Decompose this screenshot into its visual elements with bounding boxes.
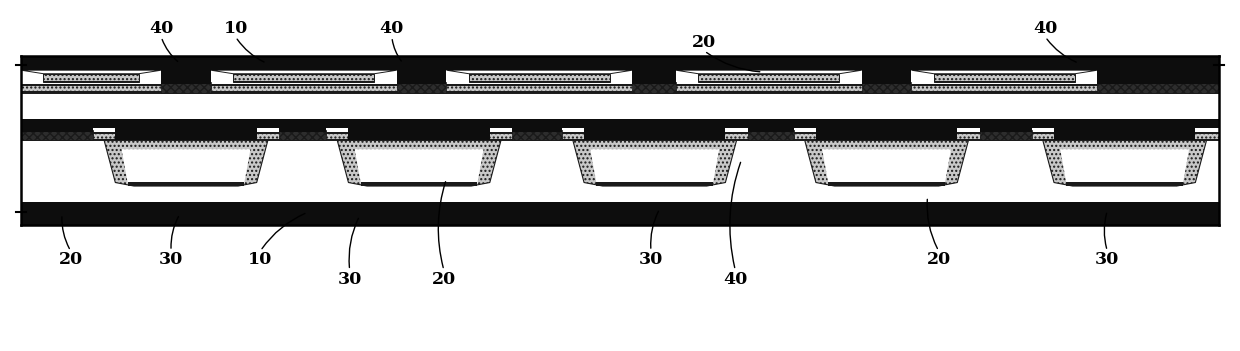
Polygon shape [43, 81, 139, 82]
Text: 30: 30 [639, 251, 663, 268]
Polygon shape [21, 130, 93, 140]
Text: 20: 20 [432, 271, 456, 287]
Text: 40: 40 [1033, 20, 1058, 37]
Polygon shape [469, 74, 610, 82]
Polygon shape [816, 140, 957, 149]
Polygon shape [355, 149, 484, 183]
Polygon shape [911, 70, 1097, 74]
Polygon shape [115, 128, 257, 140]
Polygon shape [128, 182, 244, 186]
Polygon shape [590, 149, 719, 183]
Polygon shape [211, 70, 397, 74]
Text: 40: 40 [723, 271, 748, 287]
Polygon shape [21, 119, 1219, 128]
Polygon shape [21, 132, 1219, 134]
Polygon shape [115, 140, 257, 149]
Text: 10: 10 [248, 251, 273, 268]
Polygon shape [21, 91, 1219, 93]
Polygon shape [1097, 82, 1219, 93]
Polygon shape [828, 182, 945, 186]
Polygon shape [233, 74, 374, 82]
Text: 30: 30 [159, 251, 184, 268]
Polygon shape [934, 81, 1075, 82]
Polygon shape [21, 119, 1219, 128]
Polygon shape [698, 74, 839, 82]
Polygon shape [348, 140, 490, 149]
Polygon shape [1043, 140, 1207, 186]
Polygon shape [469, 81, 610, 82]
Polygon shape [748, 130, 794, 140]
Text: 20: 20 [926, 251, 951, 268]
Polygon shape [596, 182, 713, 186]
Polygon shape [805, 140, 968, 186]
Polygon shape [397, 70, 446, 84]
Polygon shape [980, 130, 1032, 140]
Text: 10: 10 [223, 20, 248, 37]
Polygon shape [698, 81, 839, 82]
Text: 20: 20 [58, 251, 83, 268]
Polygon shape [1097, 70, 1219, 84]
Text: 40: 40 [149, 20, 174, 37]
Polygon shape [279, 128, 326, 132]
Polygon shape [43, 74, 139, 82]
Polygon shape [748, 128, 794, 132]
Polygon shape [43, 74, 139, 75]
Polygon shape [21, 139, 1219, 140]
Polygon shape [104, 140, 268, 186]
Text: 20: 20 [692, 34, 717, 51]
Polygon shape [446, 70, 632, 74]
Polygon shape [980, 128, 1032, 132]
Polygon shape [279, 130, 326, 140]
Polygon shape [632, 70, 676, 84]
Polygon shape [21, 202, 1219, 225]
Polygon shape [21, 128, 93, 132]
Polygon shape [862, 70, 911, 84]
Polygon shape [698, 74, 839, 75]
Polygon shape [361, 182, 477, 186]
Polygon shape [1066, 182, 1183, 186]
Polygon shape [21, 56, 1219, 70]
Polygon shape [676, 70, 862, 74]
Polygon shape [21, 84, 1219, 93]
Polygon shape [934, 74, 1075, 75]
Polygon shape [584, 140, 725, 149]
Polygon shape [21, 132, 1219, 140]
Polygon shape [573, 140, 737, 186]
Polygon shape [161, 70, 211, 84]
Polygon shape [1060, 149, 1189, 183]
Polygon shape [584, 128, 725, 140]
Polygon shape [512, 128, 562, 132]
Polygon shape [21, 70, 161, 74]
Polygon shape [1054, 128, 1195, 140]
Polygon shape [21, 56, 1219, 225]
Text: 30: 30 [337, 271, 362, 287]
Polygon shape [397, 82, 446, 93]
Polygon shape [161, 82, 211, 93]
Polygon shape [233, 74, 374, 75]
Polygon shape [1054, 140, 1195, 149]
Polygon shape [21, 84, 1219, 86]
Polygon shape [233, 81, 374, 82]
Polygon shape [348, 128, 490, 140]
Polygon shape [512, 130, 562, 140]
Polygon shape [469, 74, 610, 75]
Polygon shape [21, 56, 1219, 70]
Text: 40: 40 [379, 20, 404, 37]
Text: 30: 30 [1095, 251, 1120, 268]
Polygon shape [632, 82, 676, 93]
Polygon shape [862, 82, 911, 93]
Polygon shape [21, 202, 1219, 225]
Polygon shape [122, 149, 250, 183]
Polygon shape [934, 74, 1075, 82]
Polygon shape [816, 128, 957, 140]
Polygon shape [822, 149, 951, 183]
Polygon shape [337, 140, 501, 186]
